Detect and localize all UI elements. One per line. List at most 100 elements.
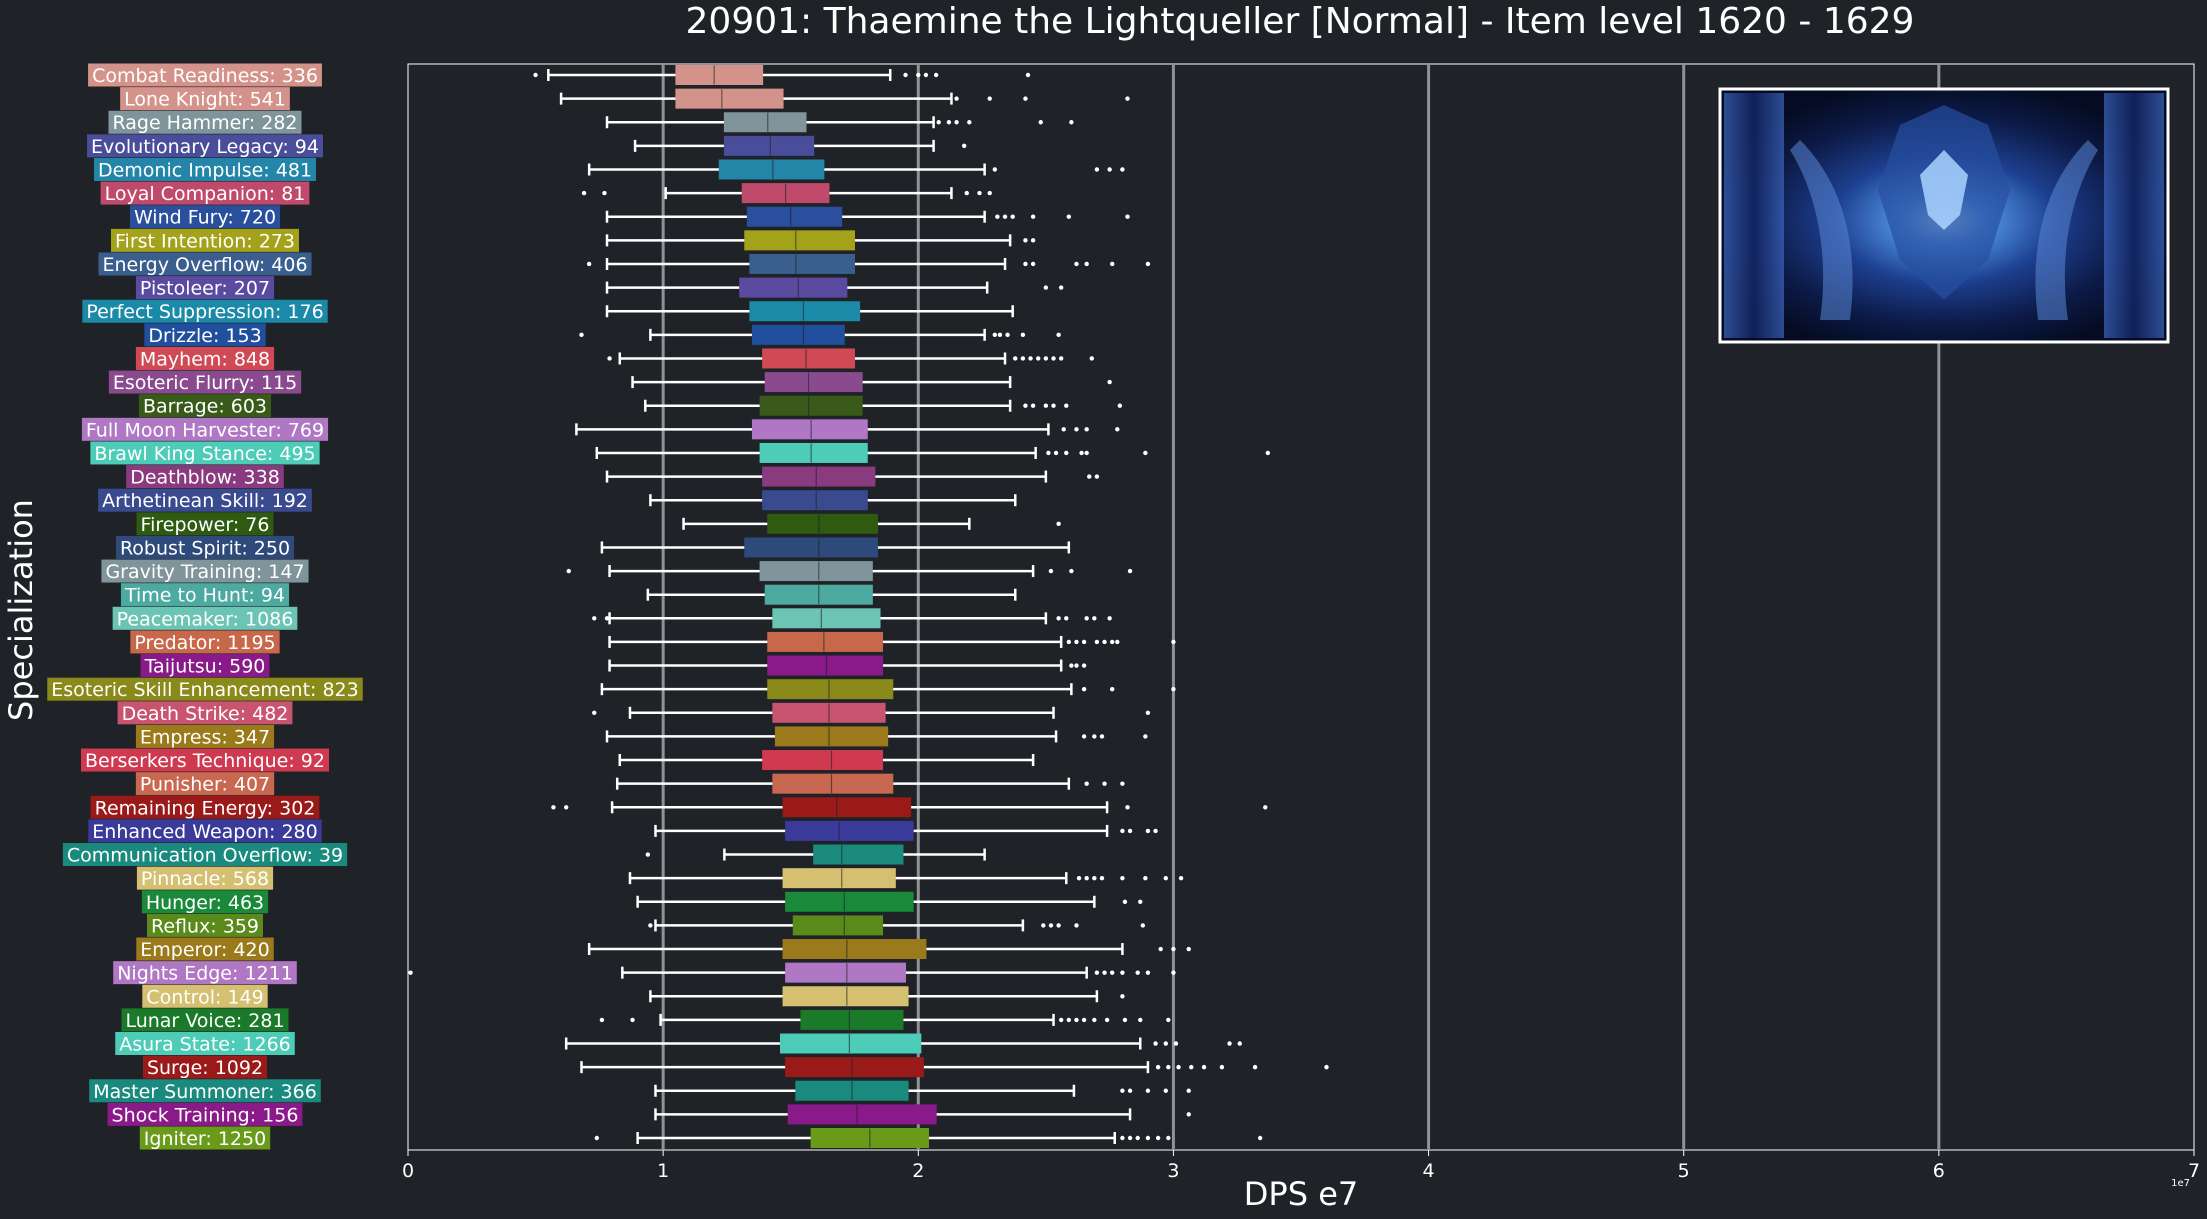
outlier-point xyxy=(604,616,610,621)
category-label-2: Rage Hammer: 282 xyxy=(108,110,302,134)
category-label-18: Arthetinean Skill: 192 xyxy=(98,488,312,512)
iqr-box xyxy=(792,915,884,936)
box-group-44 xyxy=(654,1104,1191,1125)
box-group-38 xyxy=(408,962,1176,983)
iqr-box xyxy=(787,1104,937,1125)
box-group-20 xyxy=(600,537,1071,558)
category-label-text: Wind Fury: 720 xyxy=(134,207,276,229)
outlier-point xyxy=(1237,1041,1242,1046)
outlier-point xyxy=(607,356,612,361)
category-label-33: Communication Overflow: 39 xyxy=(62,843,348,867)
category-label-21: Gravity Training: 147 xyxy=(101,559,309,583)
outlier-point xyxy=(1074,923,1079,928)
outlier-point xyxy=(1094,474,1100,479)
iqr-box xyxy=(772,773,894,794)
outlier-point xyxy=(1092,734,1097,739)
x-tick-layer: 0 1 2 3 4 5 6 7 xyxy=(402,1150,2200,1182)
category-label-text: Igniter: 1250 xyxy=(144,1128,266,1150)
category-label-6: Wind Fury: 720 xyxy=(129,205,281,229)
category-label-31: Remaining Energy: 302 xyxy=(90,795,320,819)
outlier-point xyxy=(1120,875,1125,881)
outlier-point xyxy=(933,72,939,78)
outlier-point xyxy=(1074,639,1079,645)
category-label-background xyxy=(142,984,268,1008)
box-group-3 xyxy=(633,135,967,156)
box-group-28 xyxy=(605,726,1148,747)
outlier-point xyxy=(551,805,556,810)
category-label-text: Evolutionary Legacy: 94 xyxy=(91,136,319,158)
outlier-point xyxy=(1163,875,1168,881)
box-group-12 xyxy=(607,348,1094,369)
outlier-point xyxy=(1058,356,1064,361)
category-label-text: Punisher: 407 xyxy=(140,774,270,796)
category-label-text: Pistoleer: 207 xyxy=(140,278,270,300)
iqr-box xyxy=(782,986,909,1007)
outlier-point xyxy=(581,190,587,196)
iqr-box xyxy=(767,513,878,534)
outlier-point xyxy=(1036,356,1041,361)
boss-portrait-thumbnail xyxy=(1718,87,2170,344)
outlier-point xyxy=(1030,261,1036,267)
outlier-point xyxy=(1064,403,1069,408)
outlier-point xyxy=(1081,734,1087,739)
box-group-16 xyxy=(595,442,1271,463)
category-label-12: Mayhem: 848 xyxy=(135,346,275,370)
category-label-text: Esoteric Flurry: 115 xyxy=(113,372,297,394)
category-label-text: Empress: 347 xyxy=(140,726,270,748)
outlier-point xyxy=(1020,332,1026,338)
outlier-point xyxy=(1138,899,1143,904)
category-label-background xyxy=(101,559,309,583)
x-tick-label-0: 0 xyxy=(402,1160,414,1182)
box-group-15 xyxy=(575,419,1120,440)
outlier-point xyxy=(1084,875,1089,881)
outlier-point xyxy=(1166,1064,1171,1070)
outlier-point xyxy=(648,923,653,928)
outlier-point xyxy=(1102,781,1107,786)
iqr-box xyxy=(749,301,861,322)
category-label-background xyxy=(138,394,272,418)
box-group-19 xyxy=(682,513,1061,534)
outlier-point xyxy=(1053,450,1059,456)
category-label-background xyxy=(140,654,270,678)
outlier-point xyxy=(1041,923,1046,928)
iqr-box xyxy=(767,631,884,652)
iqr-box xyxy=(764,372,863,393)
outlier-point xyxy=(946,120,952,125)
category-label-20: Robust Spirit: 250 xyxy=(115,535,295,559)
outlier-point xyxy=(1153,828,1158,834)
outlier-point xyxy=(1084,427,1089,432)
iqr-box xyxy=(749,253,855,274)
iqr-box xyxy=(785,962,907,983)
outlier-point xyxy=(987,190,992,196)
iqr-box xyxy=(723,112,807,133)
category-label-background xyxy=(88,63,322,87)
outlier-point xyxy=(1099,734,1105,739)
category-label-36: Reflux: 359 xyxy=(147,913,263,937)
category-label-text: Lone Knight: 541 xyxy=(124,89,286,111)
outlier-point xyxy=(1094,639,1100,645)
category-label-text: Firepower: 76 xyxy=(141,514,270,536)
category-label-28: Empress: 347 xyxy=(135,724,275,748)
outlier-point xyxy=(1023,403,1028,408)
category-label-text: Robust Spirit: 250 xyxy=(120,537,290,559)
category-label-34: Pinnacle: 568 xyxy=(136,866,274,890)
category-label-26: Esoteric Skill Enhancement: 823 xyxy=(47,677,363,701)
outlier-point xyxy=(1074,261,1079,267)
outlier-point xyxy=(1056,332,1061,338)
category-label-background xyxy=(142,1055,268,1079)
outlier-point xyxy=(1084,450,1089,456)
category-label-text: Energy Overflow: 406 xyxy=(102,254,307,276)
outlier-point xyxy=(903,72,908,78)
category-label-background xyxy=(136,866,274,890)
outlier-point xyxy=(1102,970,1107,975)
iqr-box xyxy=(780,1033,922,1054)
box-group-30 xyxy=(615,773,1125,794)
category-label-background xyxy=(89,1079,321,1103)
box-group-24 xyxy=(608,631,1176,652)
iqr-box xyxy=(723,135,815,156)
category-label-text: Nights Edge: 1211 xyxy=(117,963,293,985)
x-tick-label-7: 7 xyxy=(2188,1160,2200,1182)
x-axis-multiplier: 1e7 xyxy=(2171,1178,2190,1189)
outlier-point xyxy=(1143,734,1148,739)
